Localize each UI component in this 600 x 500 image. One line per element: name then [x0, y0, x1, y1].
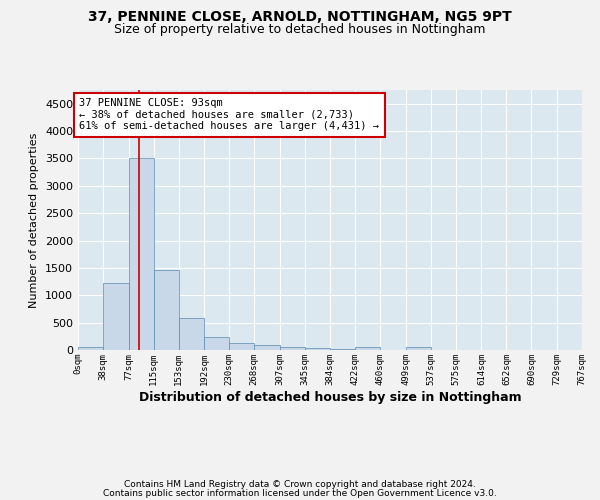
Y-axis label: Number of detached properties: Number of detached properties: [29, 132, 40, 308]
Text: Contains public sector information licensed under the Open Government Licence v3: Contains public sector information licen…: [103, 488, 497, 498]
Text: Contains HM Land Registry data © Crown copyright and database right 2024.: Contains HM Land Registry data © Crown c…: [124, 480, 476, 489]
Bar: [229, 343, 254, 350]
Bar: [103, 282, 128, 350]
Bar: [204, 337, 229, 350]
Bar: [305, 348, 331, 350]
Text: 37, PENNINE CLOSE, ARNOLD, NOTTINGHAM, NG5 9PT: 37, PENNINE CLOSE, ARNOLD, NOTTINGHAM, N…: [88, 10, 512, 24]
Bar: [78, 348, 103, 350]
X-axis label: Distribution of detached houses by size in Nottingham: Distribution of detached houses by size …: [139, 390, 521, 404]
Bar: [179, 318, 204, 350]
Bar: [254, 346, 280, 350]
Text: 37 PENNINE CLOSE: 93sqm
← 38% of detached houses are smaller (2,733)
61% of semi: 37 PENNINE CLOSE: 93sqm ← 38% of detache…: [79, 98, 379, 132]
Bar: [355, 348, 380, 350]
Bar: [406, 348, 431, 350]
Bar: [280, 347, 305, 350]
Bar: [154, 270, 179, 350]
Bar: [128, 158, 154, 350]
Text: Size of property relative to detached houses in Nottingham: Size of property relative to detached ho…: [114, 22, 486, 36]
